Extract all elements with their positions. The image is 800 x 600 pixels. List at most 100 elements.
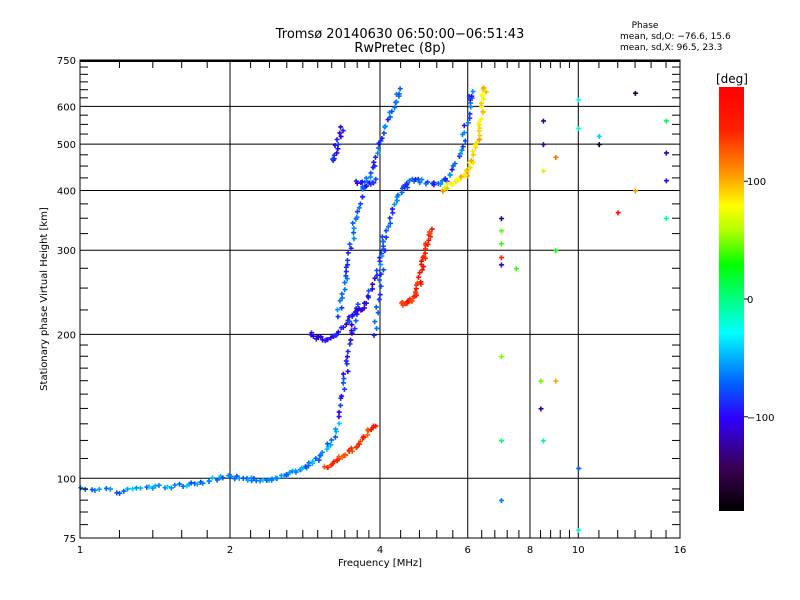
data-point <box>440 188 446 194</box>
stats-o-mode: mean, sd,O: −76.6, 15.6 <box>620 32 731 42</box>
data-point <box>357 439 363 445</box>
data-point <box>347 319 353 325</box>
data-point <box>538 378 544 384</box>
data-point <box>476 128 482 134</box>
data-point <box>633 188 639 194</box>
data-point <box>405 185 411 191</box>
data-point <box>417 270 423 276</box>
data-point <box>461 123 467 129</box>
data-point <box>234 473 240 479</box>
data-point <box>376 297 382 303</box>
data-points <box>78 85 670 533</box>
data-point <box>350 220 356 226</box>
x-axis: 1 2 4 6 8 10 16 <box>77 60 686 556</box>
data-point <box>372 163 378 169</box>
data-point <box>325 464 331 470</box>
data-point <box>415 176 421 182</box>
data-point <box>338 403 344 409</box>
data-point <box>362 305 368 311</box>
data-point <box>117 490 123 496</box>
data-point <box>331 459 337 465</box>
data-point <box>351 236 357 242</box>
data-point <box>483 89 489 95</box>
data-point <box>168 485 174 491</box>
data-point <box>172 482 178 488</box>
data-point <box>337 298 343 304</box>
data-point <box>413 176 419 182</box>
data-point <box>334 150 340 156</box>
data-point <box>467 111 473 117</box>
data-point <box>438 181 444 187</box>
data-point <box>362 184 368 190</box>
data-point <box>467 165 473 171</box>
data-point <box>538 406 544 412</box>
data-point <box>553 378 559 384</box>
data-point <box>477 137 483 143</box>
data-point <box>274 476 280 482</box>
data-point <box>345 262 351 268</box>
data-point <box>514 266 520 272</box>
data-point <box>332 143 338 149</box>
data-point <box>349 448 355 454</box>
data-point <box>387 114 393 120</box>
data-point <box>360 194 366 200</box>
data-point <box>477 133 483 139</box>
data-point <box>387 110 393 116</box>
data-point <box>338 124 344 130</box>
x-tick-label: 6 <box>465 545 471 556</box>
data-point <box>339 291 345 297</box>
chart-title-line2: RwPretec (8p) <box>354 41 446 56</box>
data-point <box>345 250 351 256</box>
data-point <box>470 148 476 154</box>
data-point <box>220 475 226 481</box>
y-tick-label: 100 <box>57 474 76 485</box>
data-point <box>481 85 487 91</box>
data-point <box>352 326 358 332</box>
data-point <box>553 155 559 161</box>
data-point <box>206 479 212 485</box>
data-point <box>343 321 349 327</box>
data-point <box>335 307 341 313</box>
data-point <box>450 163 456 169</box>
data-point <box>146 484 152 490</box>
data-point <box>353 306 359 312</box>
data-point <box>253 478 259 484</box>
data-point <box>335 146 341 152</box>
data-point <box>360 184 366 190</box>
data-point <box>402 184 408 190</box>
data-point <box>476 120 482 126</box>
data-point <box>378 271 384 277</box>
data-point <box>404 180 410 186</box>
data-point <box>431 182 437 188</box>
x-axis-label: Frequency [MHz] <box>338 558 422 569</box>
data-point <box>313 456 319 462</box>
data-point <box>249 478 255 484</box>
data-point <box>374 304 380 310</box>
data-point <box>214 477 220 483</box>
data-point <box>467 160 473 166</box>
data-point <box>314 336 320 342</box>
data-point <box>499 228 505 234</box>
data-point <box>342 386 348 392</box>
data-point <box>452 161 458 167</box>
data-point <box>462 138 468 144</box>
data-point <box>374 273 380 279</box>
x-tick-label: 4 <box>377 545 383 556</box>
data-point <box>356 306 362 312</box>
data-point <box>353 178 359 184</box>
data-point <box>478 101 484 107</box>
data-point <box>366 288 372 294</box>
data-point <box>664 216 670 222</box>
data-point <box>344 354 350 360</box>
data-point <box>257 478 263 484</box>
data-point <box>385 224 391 230</box>
data-point <box>344 361 350 367</box>
data-point <box>474 139 480 145</box>
data-point <box>472 142 478 148</box>
data-point <box>373 423 379 429</box>
data-point <box>107 486 113 492</box>
data-point <box>469 158 475 164</box>
data-point <box>422 250 428 256</box>
y-tick-label: 500 <box>57 140 76 151</box>
data-point <box>385 117 391 123</box>
